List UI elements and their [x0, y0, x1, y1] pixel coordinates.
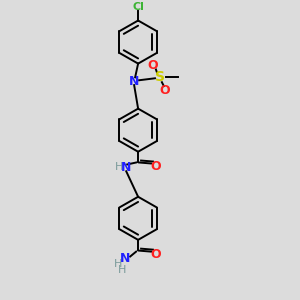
Text: O: O	[151, 160, 161, 173]
Text: Cl: Cl	[132, 2, 144, 12]
Text: N: N	[120, 252, 130, 265]
Text: H: H	[115, 162, 124, 172]
Text: O: O	[151, 248, 161, 261]
Text: N: N	[129, 75, 139, 88]
Text: S: S	[155, 70, 165, 84]
Text: H: H	[118, 265, 126, 275]
Text: O: O	[160, 83, 170, 97]
Text: O: O	[148, 59, 158, 72]
Text: N: N	[121, 161, 131, 174]
Text: H: H	[114, 259, 122, 269]
